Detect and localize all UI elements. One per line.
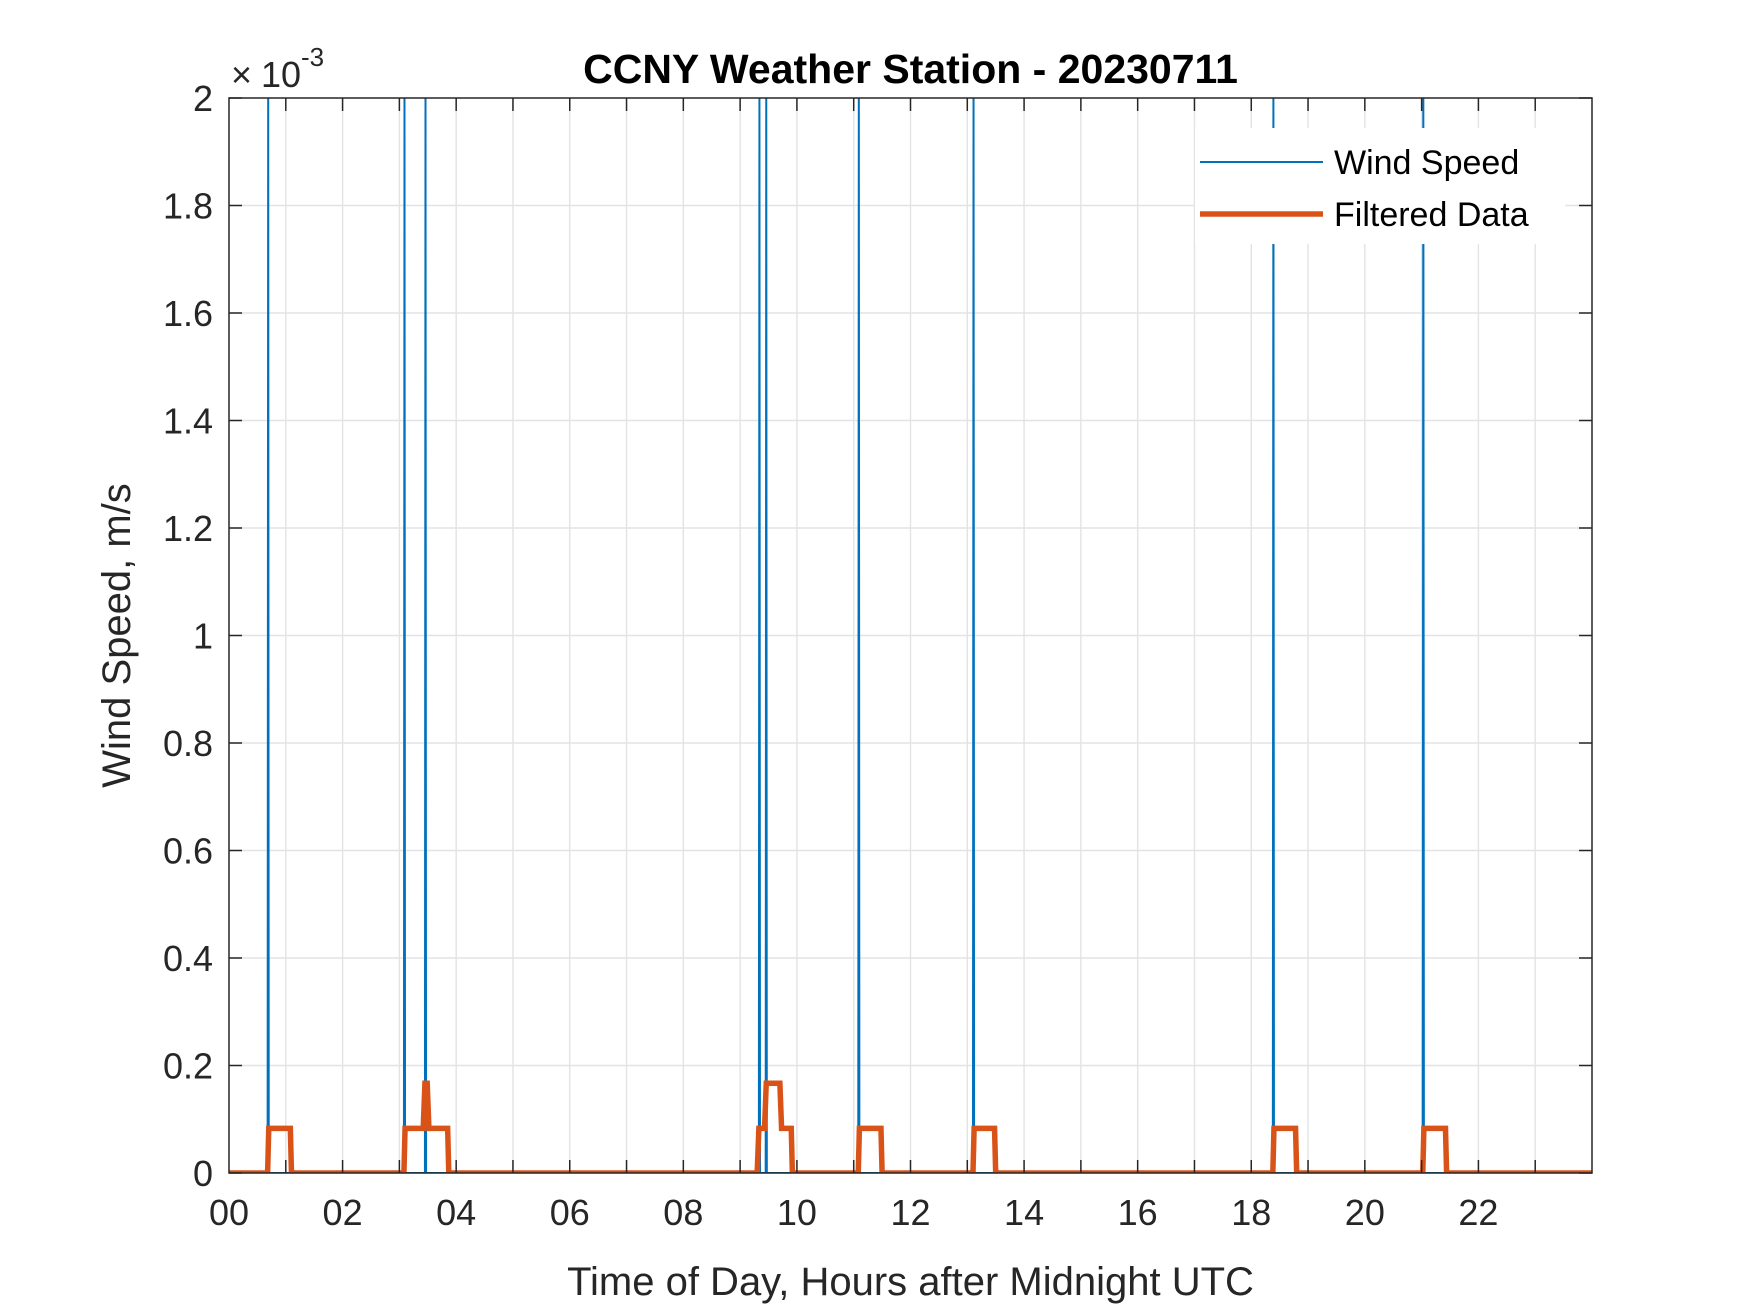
x-tick-label: 12 xyxy=(890,1192,930,1233)
y-tick-label: 1.4 xyxy=(163,401,213,442)
x-tick-label: 14 xyxy=(1004,1192,1044,1233)
x-tick-label: 22 xyxy=(1458,1192,1498,1233)
legend: Wind Speed Filtered Data xyxy=(1195,128,1565,244)
x-tick-label: 10 xyxy=(777,1192,817,1233)
y-tick-label: 1.6 xyxy=(163,293,213,334)
exponent-times-sign: × xyxy=(231,54,252,95)
x-tick-label: 06 xyxy=(550,1192,590,1233)
x-tick-label: 20 xyxy=(1345,1192,1385,1233)
series-line-filtered-data xyxy=(229,1080,1592,1173)
y-axis-label: Wind Speed, m/s xyxy=(95,483,139,788)
x-tick-label: 18 xyxy=(1231,1192,1271,1233)
series-layer xyxy=(229,98,1592,1173)
legend-label-filtered-data: Filtered Data xyxy=(1334,196,1529,234)
x-tick-label: 02 xyxy=(323,1192,363,1233)
chart-title: CCNY Weather Station - 20230711 xyxy=(583,46,1238,92)
series-line-wind-speed xyxy=(229,98,1592,1173)
y-tick-label: 1.8 xyxy=(163,186,213,227)
y-tick-label: 0.6 xyxy=(163,831,213,872)
axis-ticks: 00 02 04 06 08 10 12 14 16 18 20 22 0 0.2 0.4 0.6 0.8 1 1.… xyxy=(163,78,1592,1233)
legend-box xyxy=(1195,128,1565,244)
y-tick-label: 2 xyxy=(193,78,213,119)
y-tick-label: 0 xyxy=(193,1153,213,1194)
y-tick-label: 0.4 xyxy=(163,938,213,979)
x-tick-label: 00 xyxy=(209,1192,249,1233)
x-tick-label: 04 xyxy=(436,1192,476,1233)
y-tick-label: 0.2 xyxy=(163,1046,213,1087)
y-tick-label: 1 xyxy=(193,616,213,657)
y-tick-label: 0.8 xyxy=(163,723,213,764)
y-tick-label: 1.2 xyxy=(163,508,213,549)
x-tick-label: 08 xyxy=(663,1192,703,1233)
x-axis-label: Time of Day, Hours after Midnight UTC xyxy=(567,1260,1254,1304)
exponent-base: 10 xyxy=(261,54,301,95)
legend-label-wind-speed: Wind Speed xyxy=(1334,144,1519,182)
y-axis-exponent: × 10 -3 xyxy=(231,42,324,95)
exponent-power: -3 xyxy=(301,42,324,72)
x-tick-label: 16 xyxy=(1118,1192,1158,1233)
